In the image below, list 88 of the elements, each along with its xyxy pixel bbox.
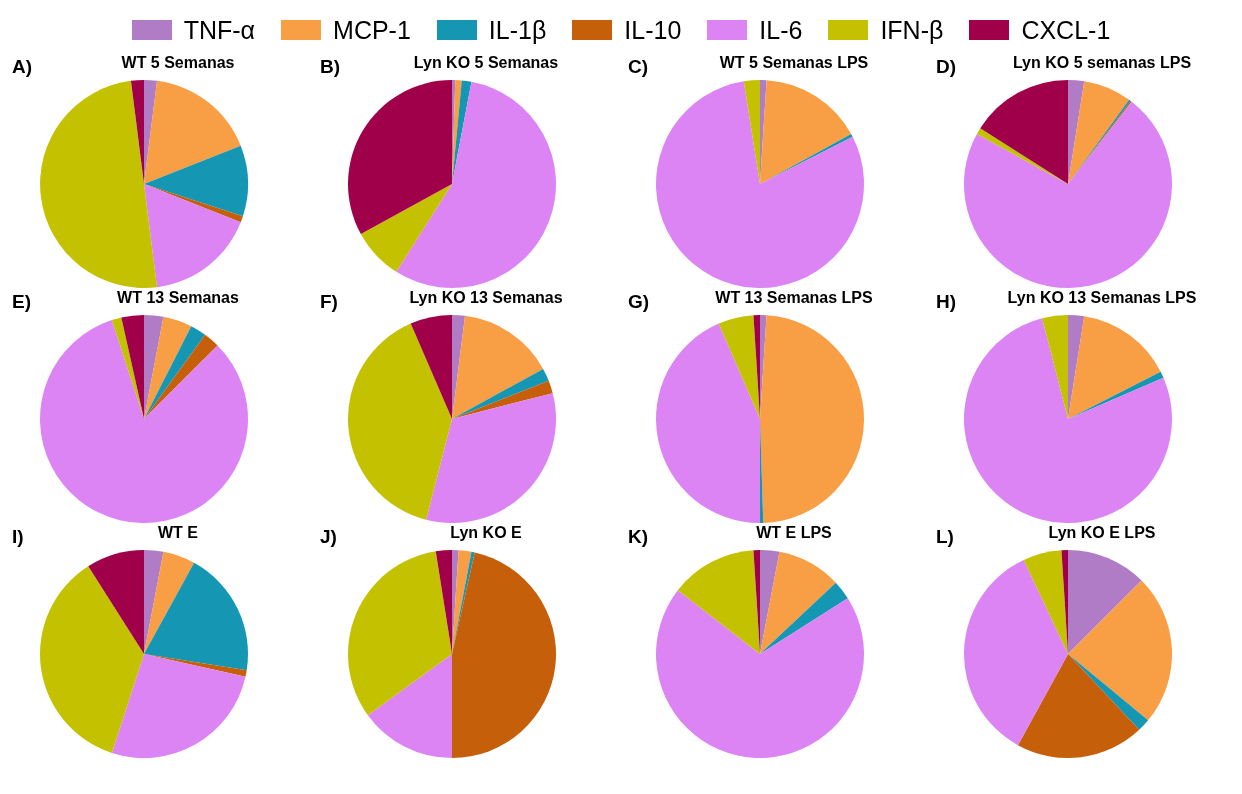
legend-label: IL-6 bbox=[759, 15, 803, 45]
text: J) bbox=[320, 526, 337, 548]
pie-slice bbox=[452, 315, 544, 419]
pie-slice bbox=[1023, 550, 1068, 654]
text: C) bbox=[628, 56, 649, 78]
pie-slice bbox=[1068, 580, 1172, 721]
pie-slice bbox=[760, 550, 780, 654]
pie-slice bbox=[1068, 80, 1085, 184]
pie-slice bbox=[964, 318, 1172, 523]
legend-label: TNF-α bbox=[183, 15, 256, 45]
pie-slice bbox=[40, 80, 158, 288]
pie-slice bbox=[656, 590, 864, 758]
pie-slice bbox=[40, 320, 248, 523]
legend-label: MCP-1 bbox=[333, 15, 411, 45]
pie-slice bbox=[976, 128, 1068, 184]
pie-slice bbox=[40, 566, 144, 753]
pie-slice bbox=[360, 184, 452, 272]
pie-slice bbox=[760, 551, 836, 654]
text: K) bbox=[628, 526, 649, 548]
pie-slice bbox=[348, 323, 452, 520]
pie-slice bbox=[144, 316, 192, 419]
pie-slice bbox=[760, 582, 848, 654]
pie-slice bbox=[144, 315, 164, 419]
pie-slice bbox=[144, 80, 241, 184]
text: F) bbox=[320, 291, 338, 313]
pie-slice bbox=[144, 551, 195, 654]
legend-label: IL-1β bbox=[488, 15, 547, 45]
chart-title: WT E LPS bbox=[755, 524, 833, 542]
pie-slice bbox=[1017, 654, 1140, 758]
pie-slice bbox=[452, 368, 549, 419]
chart-title: WT E bbox=[157, 524, 199, 542]
text: G) bbox=[628, 291, 650, 313]
pie-slice bbox=[980, 80, 1068, 184]
pie-slice bbox=[452, 380, 553, 419]
text: H) bbox=[936, 291, 957, 313]
text: E) bbox=[12, 291, 31, 313]
chart-title: WT 5 Semanas LPS bbox=[718, 54, 870, 72]
pie-slice bbox=[1068, 315, 1085, 419]
pie-slice bbox=[1068, 316, 1161, 419]
pie-slice bbox=[760, 80, 852, 184]
pie-slice bbox=[144, 145, 248, 217]
chart-title: Lyn KO 5 semanas LPS bbox=[1011, 54, 1193, 72]
pie-slice bbox=[656, 323, 760, 523]
pie-slice bbox=[144, 562, 248, 671]
pie-slice bbox=[1068, 550, 1142, 654]
legend-label: IFN-β bbox=[880, 15, 944, 45]
chart-title: Lyn KO E LPS bbox=[1047, 524, 1157, 542]
pie-slice bbox=[144, 326, 206, 419]
pie-slice bbox=[410, 315, 452, 419]
text: D) bbox=[936, 56, 957, 78]
pie-slice bbox=[426, 393, 556, 523]
pie-slice bbox=[760, 315, 864, 523]
pie-slice bbox=[452, 552, 556, 758]
pie-slice bbox=[144, 184, 243, 223]
pie-slice bbox=[435, 550, 452, 654]
pie-slice bbox=[111, 654, 246, 758]
pie-slice bbox=[964, 559, 1068, 746]
pie-slice bbox=[144, 654, 247, 677]
text: A) bbox=[12, 56, 33, 78]
pie-slice bbox=[452, 80, 472, 184]
chart-title: WT 13 Semanas LPS bbox=[714, 289, 874, 307]
pie-slice bbox=[1068, 81, 1130, 184]
pie-slice bbox=[1068, 654, 1149, 730]
text: WT 5 Semanas bbox=[120, 54, 236, 72]
text: B) bbox=[320, 56, 341, 78]
pie-slice bbox=[121, 315, 144, 419]
pie-slice bbox=[348, 80, 452, 235]
pie-slice bbox=[396, 81, 556, 288]
pie-slice bbox=[718, 315, 760, 419]
text: L) bbox=[936, 526, 954, 548]
legend-label: CXCL-1 bbox=[1021, 15, 1111, 45]
pie-slice bbox=[88, 550, 144, 654]
pie-slice bbox=[964, 101, 1172, 288]
chart-title: Lyn KO 13 Semanas LPS bbox=[1006, 289, 1198, 307]
pie-slice bbox=[743, 80, 760, 184]
pie-slice bbox=[367, 654, 452, 758]
pie-slice bbox=[1042, 315, 1068, 419]
pie-slice bbox=[656, 81, 864, 288]
pie-slice bbox=[144, 550, 164, 654]
chart-title: Lyn KO 5 Semanas bbox=[412, 54, 560, 72]
chart-title: WT 13 Semanas bbox=[116, 289, 240, 307]
legend-label: IL-10 bbox=[624, 15, 682, 45]
text: I) bbox=[12, 526, 24, 548]
chart-title: Lyn KO E bbox=[449, 524, 523, 542]
chart-title: Lyn KO 13 Semanas bbox=[408, 289, 564, 307]
pie-slice bbox=[677, 550, 760, 654]
pie-slice bbox=[348, 551, 452, 716]
pie-slice bbox=[144, 184, 241, 288]
